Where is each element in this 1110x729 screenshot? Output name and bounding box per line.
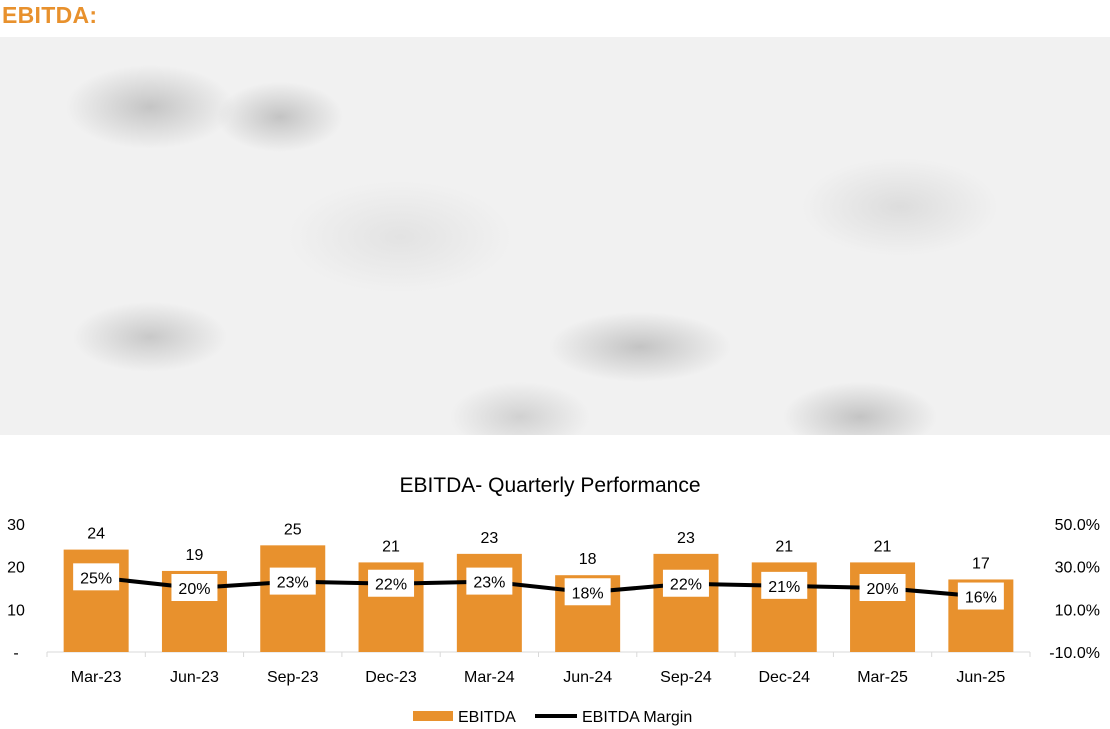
- margin-label-box: [662, 569, 709, 597]
- x-tick-label: Dec-24: [758, 669, 810, 686]
- x-tick-label: Sep-24: [660, 669, 712, 686]
- margin-data-label: 18%: [572, 585, 604, 602]
- ebitda-chart: EBITDA- Quarterly Performance - 10 20 30 -1…: [7, 474, 1100, 726]
- margin-label-box: [368, 569, 415, 597]
- margin-label-box: [564, 578, 611, 606]
- margin-data-label: 25%: [80, 570, 112, 587]
- margin-data-label: 23%: [277, 575, 309, 592]
- margin-label-box: [171, 574, 218, 601]
- margin-line: [95, 575, 982, 599]
- margin-label-box: [466, 567, 513, 595]
- x-tick-label: Mar-25: [857, 669, 908, 686]
- margin-label-box: [73, 563, 120, 591]
- section-header: EBITDA:: [2, 2, 98, 28]
- bar-value-label: 23: [677, 530, 695, 547]
- bar-value-label: 21: [775, 538, 793, 555]
- margin-data-label: 20%: [178, 581, 210, 598]
- margin-data-label: 22%: [375, 577, 407, 594]
- x-tick-label: Mar-23: [71, 669, 122, 686]
- margin-label-box: [269, 567, 316, 595]
- y-left-tick-label: -: [13, 645, 18, 662]
- x-tick-label: Jun-25: [956, 669, 1005, 686]
- y-right-tick-label: -10.0%: [1049, 645, 1100, 662]
- x-tick-label: Mar-24: [464, 669, 515, 686]
- legend: EBITDA EBITDA Margin: [413, 709, 692, 726]
- bar-value-label: 21: [382, 538, 400, 555]
- y-left-tick-label: 20: [7, 560, 25, 577]
- x-axis-labels: Mar-23 Jun-23 Sep-23 Dec-23 Mar-24 Jun-24 Sep-…: [46, 652, 1031, 686]
- x-tick-label: Jun-24: [563, 669, 612, 686]
- margin-data-labels: 25% 20% 23% 22% 23% 18% 22% 21% 20% 16%: [73, 563, 1004, 610]
- blurred-content-area: [0, 37, 1110, 435]
- x-tick-label: Dec-23: [365, 669, 417, 686]
- margin-label-box: [859, 574, 906, 601]
- x-tick-label: Jun-23: [170, 669, 219, 686]
- bar-value-label: 21: [874, 538, 892, 555]
- y-right-tick-label: 10.0%: [1055, 602, 1100, 619]
- right-axis: -10.0% 10.0% 30.0% 50.0%: [1049, 517, 1100, 662]
- legend-swatch-ebitda: [413, 711, 453, 721]
- margin-label-box: [957, 582, 1004, 610]
- bar-value-label: 23: [480, 530, 498, 547]
- bar: [653, 553, 719, 652]
- bar-value-label: 25: [284, 521, 302, 538]
- bar-value-label: 19: [186, 547, 204, 564]
- margin-data-label: 21%: [768, 579, 800, 596]
- margin-label-box: [761, 571, 808, 599]
- legend-label-margin: EBITDA Margin: [582, 709, 692, 726]
- margin-data-label: 22%: [670, 577, 702, 594]
- bar-value-labels: 24 19 25 21 23 18 23 21 21 17: [87, 521, 990, 572]
- margin-data-label: 20%: [867, 581, 899, 598]
- y-right-tick-label: 50.0%: [1055, 517, 1100, 534]
- bar-value-label: 17: [972, 555, 990, 572]
- y-left-tick-label: 30: [7, 517, 25, 534]
- bar-value-label: 18: [579, 551, 597, 568]
- left-axis: - 10 20 30: [7, 517, 25, 662]
- margin-data-label: 16%: [965, 590, 997, 607]
- chart-title: EBITDA- Quarterly Performance: [399, 474, 700, 497]
- y-left-tick-label: 10: [7, 602, 25, 619]
- margin-data-label: 23%: [473, 575, 505, 592]
- x-tick-label: Sep-23: [267, 669, 319, 686]
- legend-label-ebitda: EBITDA: [458, 709, 516, 726]
- bar: [260, 545, 326, 652]
- bar-value-label: 24: [87, 526, 105, 543]
- y-right-tick-label: 30.0%: [1055, 560, 1100, 577]
